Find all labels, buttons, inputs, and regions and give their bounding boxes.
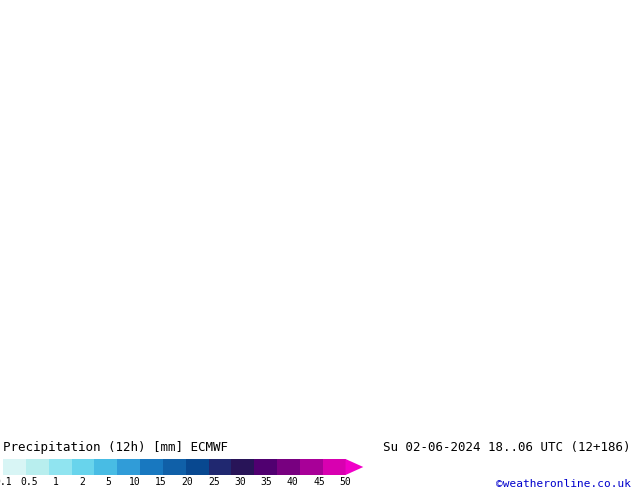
Bar — [300, 459, 323, 475]
Text: 1: 1 — [53, 477, 59, 487]
Text: 20: 20 — [182, 477, 193, 487]
Polygon shape — [346, 459, 363, 475]
Bar — [186, 459, 209, 475]
Text: 2: 2 — [79, 477, 85, 487]
Bar — [231, 459, 254, 475]
Text: 15: 15 — [155, 477, 167, 487]
Bar — [209, 459, 231, 475]
Text: 30: 30 — [235, 477, 246, 487]
Text: 25: 25 — [208, 477, 220, 487]
Bar — [26, 459, 49, 475]
Text: 50: 50 — [340, 477, 351, 487]
Text: 35: 35 — [261, 477, 273, 487]
Bar — [140, 459, 163, 475]
Text: 5: 5 — [106, 477, 112, 487]
Text: ©weatheronline.co.uk: ©weatheronline.co.uk — [496, 479, 631, 489]
Bar — [94, 459, 117, 475]
Text: 0.5: 0.5 — [21, 477, 38, 487]
Bar — [49, 459, 72, 475]
Text: Su 02-06-2024 18..06 UTC (12+186): Su 02-06-2024 18..06 UTC (12+186) — [384, 441, 631, 454]
Bar — [72, 459, 94, 475]
Text: 45: 45 — [313, 477, 325, 487]
Bar — [3, 459, 26, 475]
Bar — [323, 459, 346, 475]
Bar — [117, 459, 140, 475]
Bar — [277, 459, 300, 475]
Text: Precipitation (12h) [mm] ECMWF: Precipitation (12h) [mm] ECMWF — [3, 441, 228, 454]
Bar — [163, 459, 186, 475]
Text: 10: 10 — [129, 477, 141, 487]
Text: 40: 40 — [287, 477, 299, 487]
Bar — [254, 459, 277, 475]
Text: 0.1: 0.1 — [0, 477, 12, 487]
